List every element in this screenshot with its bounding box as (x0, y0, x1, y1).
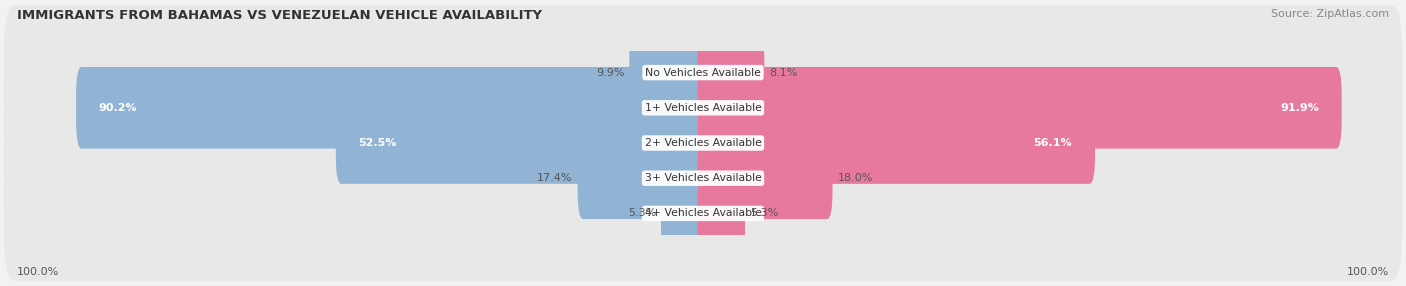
Text: 8.1%: 8.1% (769, 67, 797, 78)
Text: 91.9%: 91.9% (1279, 103, 1319, 113)
FancyBboxPatch shape (578, 137, 709, 219)
FancyBboxPatch shape (76, 67, 709, 149)
FancyBboxPatch shape (630, 32, 709, 114)
FancyBboxPatch shape (697, 137, 832, 219)
Text: 52.5%: 52.5% (359, 138, 396, 148)
FancyBboxPatch shape (4, 41, 1402, 175)
Text: 90.2%: 90.2% (98, 103, 138, 113)
Text: 100.0%: 100.0% (17, 267, 59, 277)
FancyBboxPatch shape (697, 102, 1095, 184)
FancyBboxPatch shape (4, 146, 1402, 281)
Text: 18.0%: 18.0% (838, 173, 873, 183)
FancyBboxPatch shape (697, 172, 745, 254)
Text: IMMIGRANTS FROM BAHAMAS VS VENEZUELAN VEHICLE AVAILABILITY: IMMIGRANTS FROM BAHAMAS VS VENEZUELAN VE… (17, 9, 541, 21)
Text: 2+ Vehicles Available: 2+ Vehicles Available (644, 138, 762, 148)
Text: 5.3%: 5.3% (628, 208, 657, 219)
FancyBboxPatch shape (4, 76, 1402, 210)
Text: 9.9%: 9.9% (596, 67, 624, 78)
Text: No Vehicles Available: No Vehicles Available (645, 67, 761, 78)
FancyBboxPatch shape (4, 5, 1402, 140)
Text: 17.4%: 17.4% (537, 173, 572, 183)
FancyBboxPatch shape (697, 32, 765, 114)
Text: Source: ZipAtlas.com: Source: ZipAtlas.com (1271, 9, 1389, 19)
Text: 5.3%: 5.3% (749, 208, 778, 219)
Text: 4+ Vehicles Available: 4+ Vehicles Available (644, 208, 762, 219)
FancyBboxPatch shape (336, 102, 709, 184)
Text: 100.0%: 100.0% (1347, 267, 1389, 277)
Text: 56.1%: 56.1% (1033, 138, 1073, 148)
Text: 1+ Vehicles Available: 1+ Vehicles Available (644, 103, 762, 113)
Text: 3+ Vehicles Available: 3+ Vehicles Available (644, 173, 762, 183)
FancyBboxPatch shape (661, 172, 709, 254)
FancyBboxPatch shape (697, 67, 1341, 149)
FancyBboxPatch shape (4, 111, 1402, 245)
